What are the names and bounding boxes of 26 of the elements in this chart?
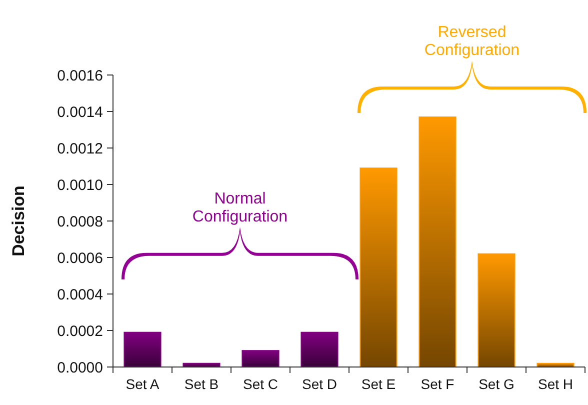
bar (242, 350, 280, 368)
annotation: Normal Configuration (192, 190, 288, 226)
y-tick-label: 0.0016 (57, 67, 103, 84)
x-tick-label: Set A (126, 376, 160, 392)
y-tick-label: 0.0008 (57, 213, 103, 230)
y-axis-title: Decision (9, 186, 28, 256)
x-tick-label: Set H (538, 376, 574, 392)
bar (418, 116, 456, 368)
x-tick-label: Set C (242, 376, 278, 392)
y-tick-label: 0.0012 (57, 140, 103, 158)
y-tick-label: 0.0014 (57, 104, 103, 121)
y-tick-label: 0.0010 (57, 176, 103, 194)
bar (300, 332, 338, 368)
x-tick-label: Set F (420, 376, 454, 392)
bar (478, 253, 516, 368)
y-tick-label: 0.0004 (57, 286, 103, 304)
text: Reversed Configuration (424, 24, 520, 59)
y-tick-label: 0.0006 (57, 250, 103, 267)
x-tick-label: Set B (184, 376, 219, 392)
x-tick-label: Set D (302, 376, 338, 392)
x-tick-label: Set G (478, 376, 514, 392)
y-tick-label: 0.0000 (57, 359, 103, 376)
bar (124, 332, 162, 368)
bar (360, 168, 398, 368)
y-tick-label: 0.0002 (57, 322, 103, 340)
x-tick-label: Set E (361, 376, 396, 392)
